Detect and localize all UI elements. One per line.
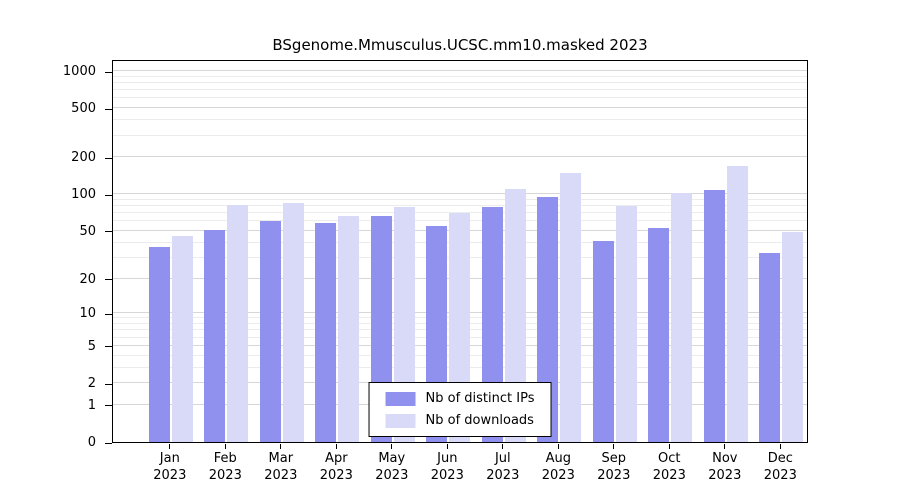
gridline	[113, 205, 807, 206]
bar-nb-of-distinct-ips-oct	[648, 227, 670, 442]
y-tick-mark	[105, 442, 112, 444]
chart-title: BSgenome.Mmusculus.UCSC.mm10.masked 2023	[272, 36, 648, 54]
y-tick-label: 100	[71, 187, 96, 203]
y-tick-label: 1	[87, 397, 96, 413]
bars	[113, 61, 807, 442]
gridline	[113, 212, 807, 214]
gridline	[113, 97, 807, 99]
x-tick-mark	[446, 444, 448, 449]
x-tick-mark	[224, 444, 226, 449]
x-tick-label-jan: Jan 2023	[153, 451, 187, 483]
y-tick-mark	[105, 346, 112, 348]
gridline	[113, 82, 807, 83]
x-tick-mark	[335, 444, 337, 449]
gridline	[113, 89, 807, 91]
y-tick-label: 500	[71, 101, 96, 117]
bar-nb-of-downloads-dec	[782, 231, 804, 442]
bar-nb-of-distinct-ips-jan	[148, 246, 170, 442]
bar-nb-of-downloads-mar	[282, 203, 304, 442]
y-tick-label: 10	[79, 306, 96, 322]
x-tick-mark	[280, 444, 282, 449]
x-tick-label-apr: Apr 2023	[319, 451, 353, 483]
gridline	[113, 156, 807, 158]
y-tick-mark	[105, 71, 112, 73]
y-tick-label: 1000	[62, 64, 96, 79]
legend-item-downloads: Nb of downloads	[385, 413, 535, 428]
bar-nb-of-distinct-ips-aug	[537, 196, 559, 442]
y-tick-label: 200	[71, 150, 96, 166]
legend-swatch-distinct-ips	[385, 391, 416, 406]
x-tick-label-aug: Aug 2023	[541, 451, 575, 483]
bar-nb-of-distinct-ips-apr	[315, 223, 337, 442]
bar-nb-of-distinct-ips-dec	[759, 252, 781, 442]
gridline	[113, 107, 807, 109]
x-tick-label-oct: Oct 2023	[652, 451, 686, 483]
y-tick-mark	[105, 383, 112, 385]
y-tick-label: 5	[87, 338, 96, 354]
y-tick-mark	[105, 108, 112, 110]
x-tick-mark	[169, 444, 171, 449]
y-tick-label: 0	[87, 435, 96, 450]
bar-nb-of-downloads-apr	[338, 216, 360, 442]
x-tick-label-jul: Jul 2023	[486, 451, 520, 483]
x-tick-label-may: May 2023	[375, 451, 409, 483]
y-tick-mark	[105, 194, 112, 196]
x-tick-mark	[779, 444, 781, 449]
legend-label-downloads: Nb of downloads	[425, 413, 534, 428]
x-tick-mark	[613, 444, 615, 449]
bar-nb-of-distinct-ips-feb	[204, 229, 226, 442]
x-tick-label-nov: Nov 2023	[708, 451, 742, 483]
x-tick-label-dec: Dec 2023	[763, 451, 797, 483]
gridline	[113, 119, 807, 121]
bar-nb-of-downloads-jul	[504, 189, 526, 442]
x-tick-mark	[502, 444, 504, 449]
x-tick-mark	[724, 444, 726, 449]
y-tick-mark	[105, 157, 112, 159]
plot-area: Nb of distinct IPs Nb of downloads	[112, 60, 808, 443]
x-tick-mark	[557, 444, 559, 449]
y-tick-mark	[105, 405, 112, 407]
y-tick-label: 50	[79, 223, 96, 239]
bar-nb-of-downloads-jan	[171, 236, 193, 442]
bar-nb-of-distinct-ips-mar	[259, 221, 281, 442]
gridline	[113, 198, 807, 200]
x-tick-mark	[391, 444, 393, 449]
y-tick-mark	[105, 313, 112, 315]
gridline	[113, 193, 807, 195]
legend-label-distinct-ips: Nb of distinct IPs	[425, 391, 535, 406]
y-tick-label: 2	[87, 376, 96, 391]
legend-swatch-downloads	[385, 413, 416, 428]
x-tick-label-jun: Jun 2023	[430, 451, 464, 483]
y-tick-label: 20	[79, 271, 96, 287]
legend: Nb of distinct IPs Nb of downloads	[368, 382, 552, 437]
bar-nb-of-downloads-feb	[227, 204, 249, 442]
x-tick-label-sep: Sep 2023	[597, 451, 631, 483]
bar-nb-of-downloads-nov	[726, 165, 748, 442]
gridline	[113, 134, 807, 136]
bar-nb-of-downloads-sep	[615, 206, 637, 442]
bar-nb-of-distinct-ips-nov	[703, 190, 725, 442]
legend-item-distinct-ips: Nb of distinct IPs	[385, 391, 535, 406]
x-axis: Jan 2023 Feb 2023 Mar 2023 Apr 2023 May 2023 Jun 20…	[112, 444, 808, 494]
x-tick-label-mar: Mar 2023	[264, 451, 298, 483]
gridline	[113, 70, 807, 71]
x-tick-mark	[668, 444, 670, 449]
y-tick-mark	[105, 279, 112, 280]
y-tick-mark	[105, 231, 112, 233]
bar-nb-of-downloads-oct	[671, 193, 693, 442]
bar-nb-of-distinct-ips-sep	[592, 241, 614, 442]
gridline	[113, 75, 807, 77]
y-axis: 0 1 2 5 10 20 50 100 200 500 1000	[0, 60, 112, 450]
x-tick-label-feb: Feb 2023	[208, 451, 242, 483]
bar-nb-of-downloads-aug	[560, 172, 582, 442]
